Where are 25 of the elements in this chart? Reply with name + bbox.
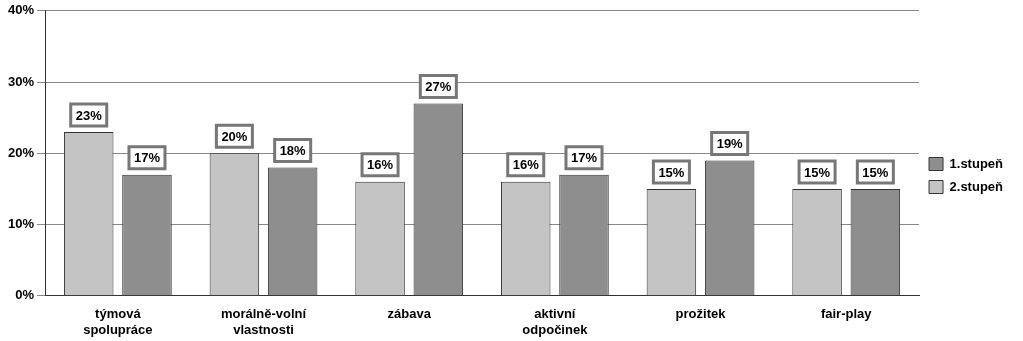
y-tick-label: 40% [7,2,35,18]
data-label: 20% [221,128,248,144]
data-label: 15% [804,164,831,180]
x-tick-label: aktivní odpočinek [522,306,589,337]
y-tick-label: 30% [7,73,35,89]
y-tick-label: 0% [15,287,35,303]
data-label: 17% [133,150,161,166]
y-tick-label: 20% [7,144,35,160]
data-label: 15% [862,164,889,180]
data-label: 17% [570,150,598,166]
data-label: 16% [367,157,394,173]
legend-label: 1.stupeň [949,155,1004,171]
x-tick-label: zábava [387,306,432,322]
data-label: 18% [279,143,307,159]
x-tick-label: prožitek [675,306,727,322]
legend-label: 2.stupeň [949,178,1004,194]
data-label: 16% [512,157,540,173]
data-label: 23% [75,107,103,123]
data-label: 19% [716,136,744,151]
y-tick-label: 10% [7,216,35,232]
x-tick-label: týmová spolupráce [83,306,153,337]
x-tick-label: fair-play [820,306,873,322]
x-tick-label: morálně-volní vlastnosti [220,306,307,337]
data-label: 27% [425,79,452,94]
data-label: 15% [658,164,685,180]
